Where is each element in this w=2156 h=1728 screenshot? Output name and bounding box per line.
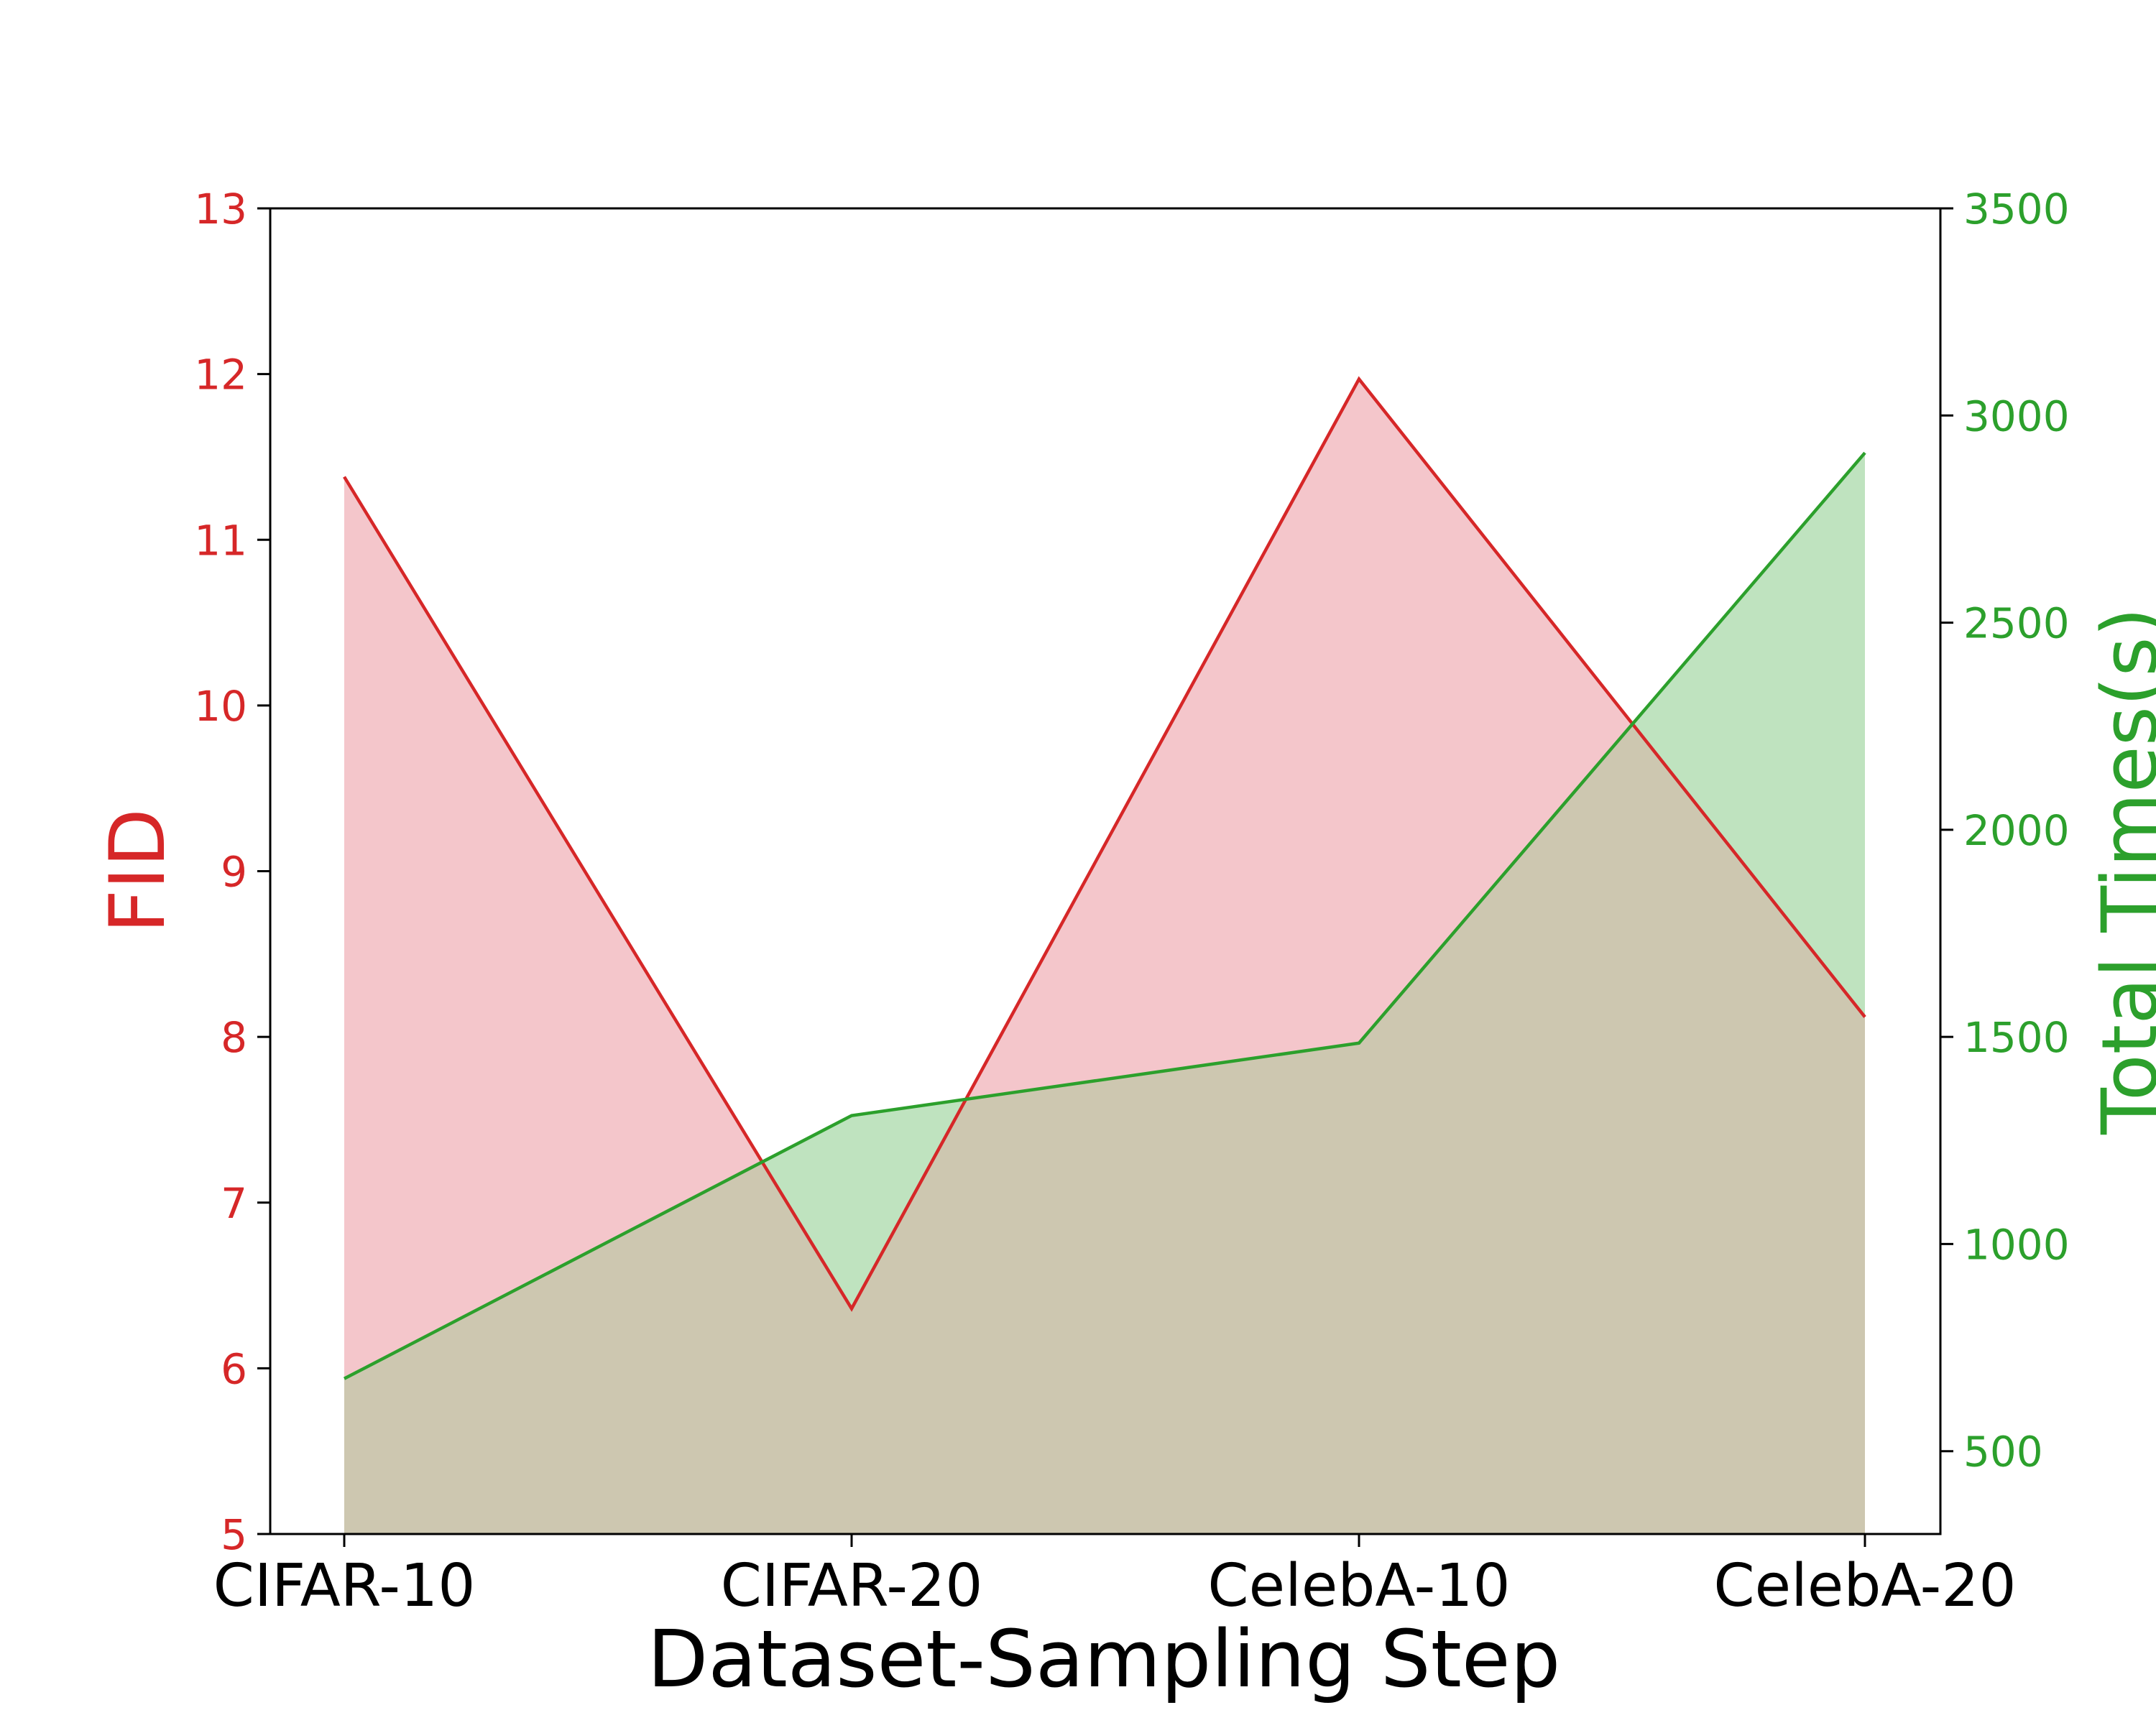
left-tick-label: 9 (221, 848, 247, 897)
x-axis-label: Dataset-Sampling Step (648, 1613, 1561, 1705)
right-tick-label: 1500 (1963, 1013, 2070, 1062)
x-tick-label: CIFAR-20 (721, 1552, 983, 1620)
overlap-area-fill (344, 724, 1865, 1535)
right-tick-label: 3000 (1963, 392, 2070, 440)
left-tick-label: 7 (221, 1179, 247, 1228)
y-axis-right-label: Total Times(s) (2086, 607, 2156, 1135)
fid-line (343, 376, 1866, 1312)
right-tick-label: 1000 (1963, 1220, 2070, 1269)
total-time-line (343, 451, 1866, 1380)
y-axis-left-label: FID (93, 808, 182, 933)
left-tick-label: 5 (221, 1510, 247, 1559)
x-tick-label: CelebA-10 (1207, 1552, 1510, 1620)
left-axis-ticks: 5 6 7 8 9 10 11 12 13 (194, 185, 270, 1559)
left-tick-label: 6 (221, 1344, 247, 1393)
right-tick-label: 3500 (1963, 185, 2070, 234)
left-tick-label: 12 (194, 351, 247, 399)
left-tick-label: 13 (194, 185, 247, 234)
x-axis-ticks: CIFAR-10 CIFAR-20 CelebA-10 CelebA-20 (213, 1534, 2017, 1620)
series-lines (343, 376, 1866, 1380)
x-tick-label: CIFAR-10 (213, 1552, 476, 1620)
left-tick-label: 8 (221, 1013, 247, 1062)
right-tick-label: 2000 (1963, 806, 2070, 855)
right-tick-label: 500 (1963, 1428, 2043, 1477)
left-tick-label: 11 (194, 516, 247, 565)
right-tick-label: 2500 (1963, 599, 2070, 648)
x-tick-label: CelebA-20 (1713, 1552, 2016, 1620)
area-fills (344, 379, 1865, 1535)
left-tick-label: 10 (194, 682, 247, 731)
right-axis-ticks: 500 1000 1500 2000 2500 3000 3500 (1940, 185, 2070, 1477)
